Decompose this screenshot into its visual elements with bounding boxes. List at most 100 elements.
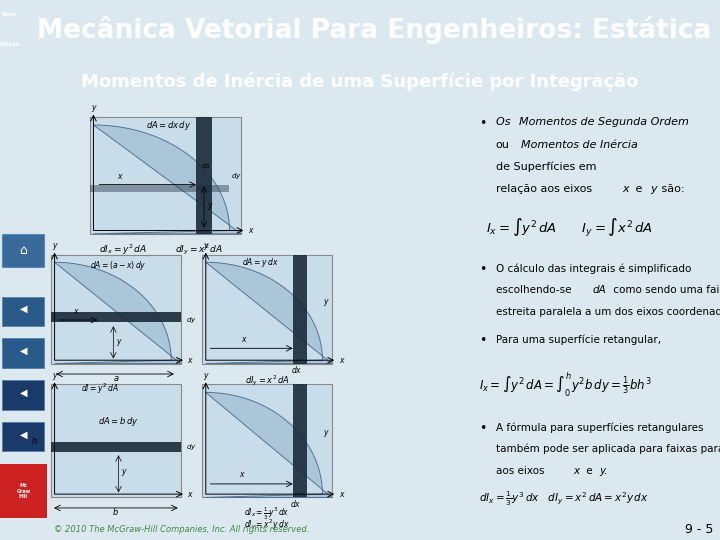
Text: x: x	[188, 490, 192, 498]
Polygon shape	[55, 262, 181, 363]
Text: $dy$: $dy$	[230, 171, 241, 180]
Bar	[51, 313, 181, 322]
Bar	[196, 117, 212, 234]
Text: •: •	[479, 263, 486, 276]
Text: $y$: $y$	[323, 428, 330, 440]
Text: $dA = y\,dx$: $dA = y\,dx$	[243, 255, 279, 268]
Text: $dy$: $dy$	[186, 315, 197, 325]
Text: x: x	[248, 226, 253, 235]
Bar	[51, 442, 181, 453]
Text: y: y	[91, 103, 96, 112]
Bar	[202, 384, 332, 497]
Text: ◀: ◀	[19, 304, 27, 314]
Text: $dx$: $dx$	[201, 161, 212, 170]
Text: •: •	[479, 117, 486, 130]
Text: •: •	[479, 334, 486, 347]
Text: x: x	[339, 490, 343, 498]
Text: Momentos de Segunda Ordem: Momentos de Segunda Ordem	[518, 117, 688, 127]
Text: $dI_y = x^2\,dA$: $dI_y = x^2\,dA$	[175, 242, 223, 257]
Text: $x$: $x$	[241, 335, 248, 344]
Text: x: x	[188, 356, 192, 364]
Text: e: e	[582, 465, 595, 476]
Text: $dA = b\,dy$: $dA = b\,dy$	[99, 415, 139, 428]
Text: Momentos de Inércia de uma Superfície por Integração: Momentos de Inércia de uma Superfície po…	[81, 72, 639, 91]
Text: $b$: $b$	[112, 506, 120, 517]
Bar	[202, 255, 332, 363]
Text: y: y	[204, 371, 208, 380]
Text: ◀: ◀	[19, 388, 27, 398]
Text: aos eixos: aos eixos	[495, 465, 547, 476]
Bar	[90, 185, 229, 192]
Bar	[90, 117, 241, 234]
Bar	[51, 255, 181, 363]
Text: $x$: $x$	[117, 172, 124, 181]
Text: $dA = dx\,dy$: $dA = dx\,dy$	[146, 119, 192, 132]
Text: relação aos eixos: relação aos eixos	[495, 184, 595, 194]
Text: $y$: $y$	[116, 337, 122, 348]
Text: O cálculo das integrais é simplificado: O cálculo das integrais é simplificado	[495, 263, 691, 274]
Text: Nona: Nona	[1, 12, 17, 17]
Text: como sendo uma faixa: como sendo uma faixa	[611, 285, 720, 295]
Text: ou: ou	[495, 140, 510, 150]
Polygon shape	[206, 262, 332, 363]
Polygon shape	[206, 393, 332, 497]
Text: ◀: ◀	[19, 346, 27, 356]
Text: $I_x = \int y^2\,dA = \int_0^h y^2b\,dy = \frac{1}{3}bh^3$: $I_x = \int y^2\,dA = \int_0^h y^2b\,dy …	[479, 370, 652, 398]
Text: x: x	[339, 356, 343, 364]
Text: y: y	[204, 241, 208, 250]
Text: x: x	[573, 465, 579, 476]
Text: escolhendo-se: escolhendo-se	[495, 285, 575, 295]
Text: $I_x = \int y^2\,dA \quad\quad I_y = \int x^2\,dA$: $I_x = \int y^2\,dA \quad\quad I_y = \in…	[486, 217, 653, 239]
Text: $dI_x = \frac{1}{3}y^3\,dx \quad dI_y = x^2\,dA = x^2 y\,dx$: $dI_x = \frac{1}{3}y^3\,dx \quad dI_y = …	[479, 489, 649, 508]
Text: estreita paralela a um dos eixos coordenados.: estreita paralela a um dos eixos coorden…	[495, 307, 720, 316]
Text: $a$: $a$	[112, 374, 120, 383]
Text: $dA = (a-x)\,dy$: $dA = (a-x)\,dy$	[90, 259, 147, 272]
Bar	[51, 384, 181, 497]
Text: Mecânica Vetorial Para Engenheiros: Estática: Mecânica Vetorial Para Engenheiros: Está…	[37, 16, 711, 44]
Text: $y$: $y$	[323, 296, 330, 308]
Text: y.: y.	[599, 465, 608, 476]
Text: $dx$: $dx$	[291, 364, 302, 375]
Bar	[293, 384, 307, 497]
Bar	[0, 464, 47, 518]
Text: de Superfícies em: de Superfícies em	[495, 162, 596, 172]
Text: $x$: $x$	[238, 470, 246, 479]
Text: Edição: Edição	[0, 42, 19, 47]
Text: e: e	[632, 184, 646, 194]
Text: A fórmula para superfícies retangulares: A fórmula para superfícies retangulares	[495, 422, 703, 433]
Text: Mc
Graw
Hill: Mc Graw Hill	[17, 483, 30, 500]
Text: $x$: $x$	[73, 307, 80, 315]
Text: y: y	[53, 371, 57, 380]
Text: dA: dA	[592, 285, 606, 295]
Text: também pode ser aplicada para faixas paralelas: também pode ser aplicada para faixas par…	[495, 444, 720, 454]
Text: ◀: ◀	[19, 430, 27, 440]
Text: x: x	[622, 184, 629, 194]
Text: y: y	[650, 184, 657, 194]
Text: $dy$: $dy$	[186, 442, 197, 452]
Text: $dI = y^2\,dA$: $dI = y^2\,dA$	[81, 382, 120, 396]
Text: $y$: $y$	[121, 467, 128, 478]
Text: $dI_x = y^2\,dA$: $dI_x = y^2\,dA$	[99, 242, 148, 256]
Bar	[2, 296, 45, 326]
Text: © 2010 The McGraw-Hill Companies, Inc. All rights reserved.: © 2010 The McGraw-Hill Companies, Inc. A…	[53, 525, 309, 534]
Text: $y$: $y$	[207, 201, 213, 212]
Text: ⌂: ⌂	[19, 244, 27, 257]
Text: $dx$: $dx$	[290, 498, 302, 509]
Bar	[2, 422, 45, 451]
Text: $dI_y = x^2 y\,dx$: $dI_y = x^2 y\,dx$	[244, 518, 290, 532]
Text: Momentos de Inércia: Momentos de Inércia	[521, 140, 638, 150]
Polygon shape	[94, 125, 241, 234]
Text: Os: Os	[495, 117, 513, 127]
Text: são:: são:	[659, 184, 685, 194]
Text: 9 - 5: 9 - 5	[685, 523, 714, 536]
Bar	[2, 380, 45, 409]
Text: •: •	[479, 422, 486, 435]
Bar	[2, 339, 45, 368]
Bar	[293, 255, 307, 363]
Text: Para uma superfície retangular,: Para uma superfície retangular,	[495, 334, 661, 345]
Bar	[2, 234, 45, 267]
Text: $dI_x = \frac{1}{3}y^3\,dx$: $dI_x = \frac{1}{3}y^3\,dx$	[244, 505, 290, 522]
Text: $dI_y = x^2\,dA$: $dI_y = x^2\,dA$	[245, 374, 289, 388]
Text: y: y	[53, 241, 57, 250]
Text: $h$: $h$	[32, 435, 38, 447]
